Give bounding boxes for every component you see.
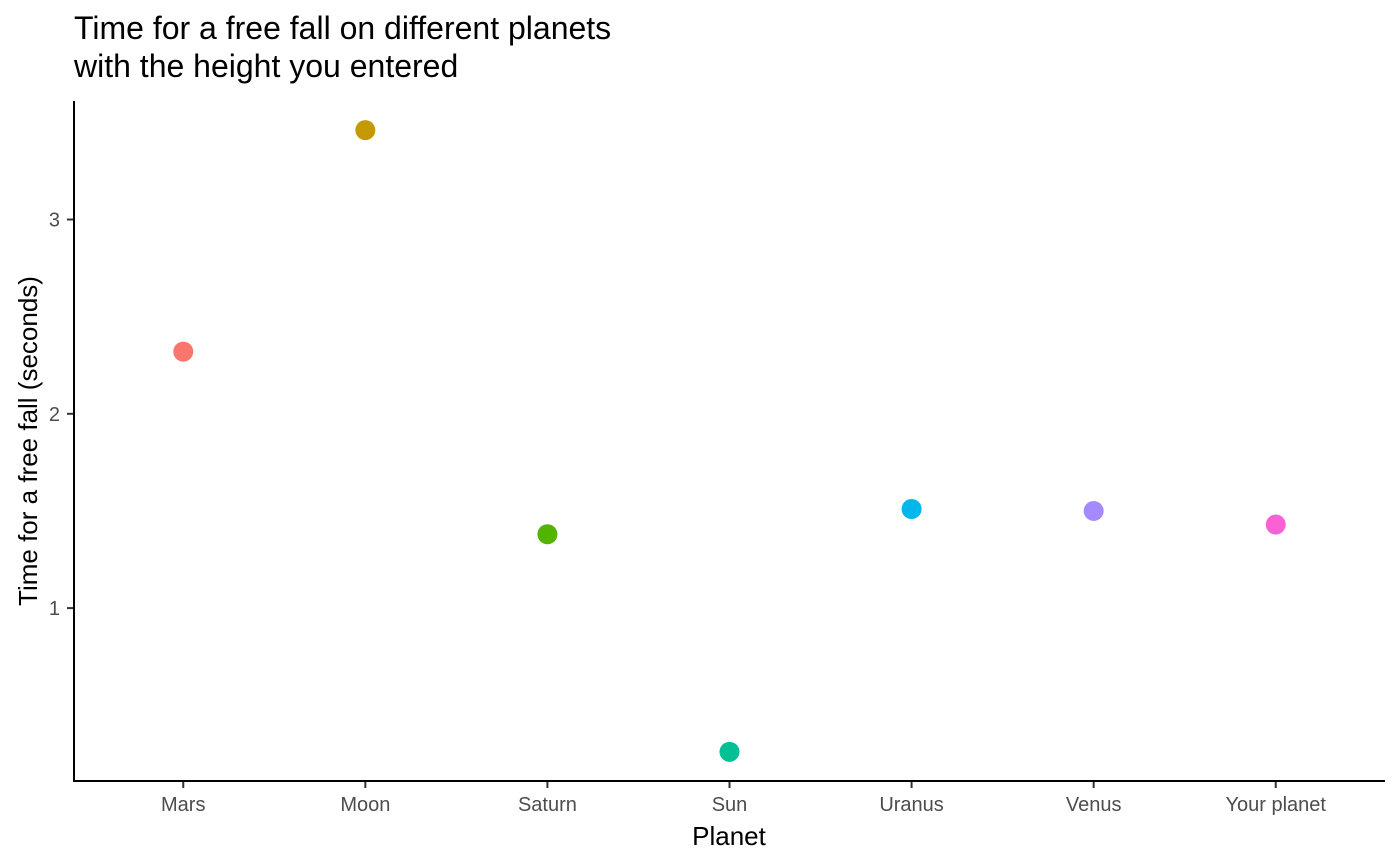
data-point-venus xyxy=(1083,500,1104,521)
data-point-saturn xyxy=(537,524,558,545)
x-tick-label: Saturn xyxy=(518,794,577,816)
x-tick-label: Mars xyxy=(161,794,205,816)
y-tick-label: 1 xyxy=(49,598,60,620)
x-tick-label: Sun xyxy=(712,794,748,816)
data-point-uranus xyxy=(901,499,922,519)
y-axis-title: Time for a free fall (seconds) xyxy=(13,276,43,606)
y-tick-label: 3 xyxy=(49,210,60,232)
data-point-sun xyxy=(719,741,740,762)
chart-title-line-1: Time for a free fall on different planet… xyxy=(74,10,611,46)
x-tick-label: Your planet xyxy=(1226,794,1327,816)
data-point-your-planet xyxy=(1265,514,1286,535)
x-tick-label: Moon xyxy=(340,794,390,816)
chart-title-line-2: with the height you entered xyxy=(73,48,458,84)
y-tick-label: 2 xyxy=(49,404,60,426)
x-axis-title: Planet xyxy=(692,821,766,851)
x-tick-label: Uranus xyxy=(879,794,943,816)
data-points xyxy=(173,120,1286,762)
y-axis-ticks: 1 2 3 xyxy=(49,210,74,620)
x-axis-ticks: Mars Moon Saturn Sun Uranus Venus Your planet xyxy=(161,781,1326,816)
x-tick-label: Venus xyxy=(1066,794,1122,816)
data-point-mars xyxy=(173,341,194,362)
data-point-moon xyxy=(355,120,376,141)
